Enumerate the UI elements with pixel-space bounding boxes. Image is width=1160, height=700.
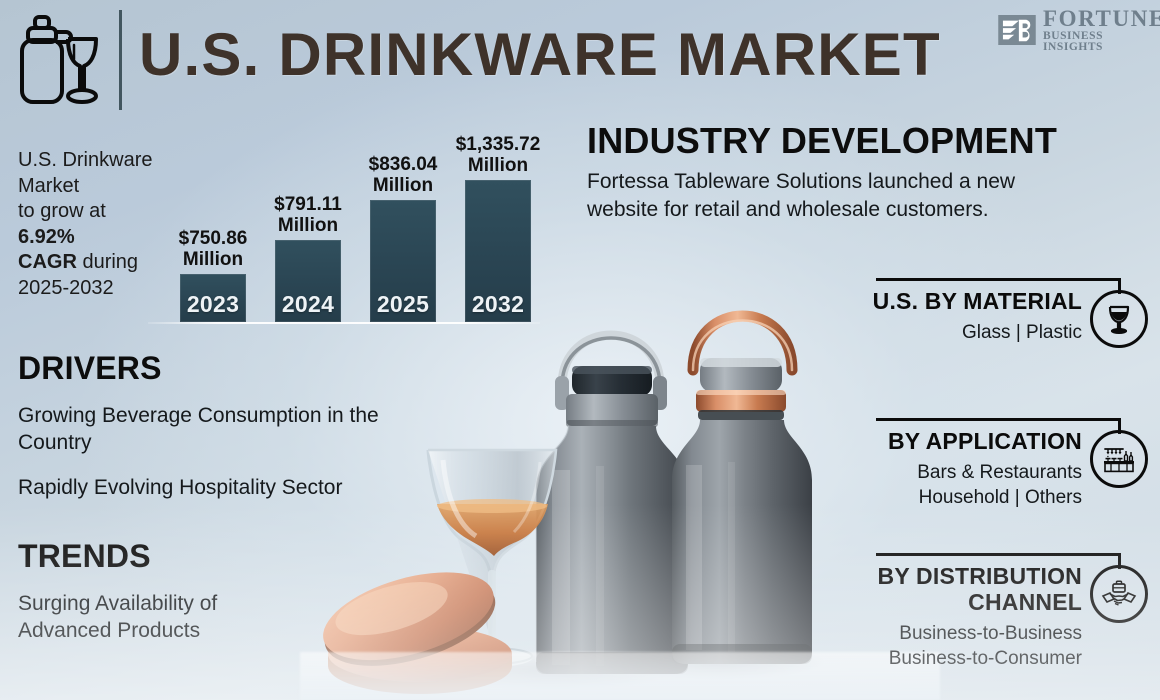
logo-name: FORTUNE xyxy=(1043,5,1160,31)
segment-title-line2: CHANNEL xyxy=(968,589,1082,615)
segment-subtitle-line2: Household | Others xyxy=(918,487,1082,508)
market-size-bar-chart: U.S. Drinkware Market to grow at 6.92% C… xyxy=(0,120,560,335)
segment-title: BY APPLICATION xyxy=(887,428,1082,454)
drivers-heading: DRIVERS xyxy=(18,350,162,386)
fortune-business-insights-logo: FORTUNE BUSINESS INSIGHTS xyxy=(998,7,1160,53)
segment-drop-rule xyxy=(1118,278,1121,294)
segment-subtitle-line2: Business-to-Consumer xyxy=(888,648,1082,669)
trends-heading: TRENDS xyxy=(18,538,151,574)
segment-drop-rule xyxy=(1118,418,1121,434)
bar-label-2032: 2032 xyxy=(471,291,525,317)
steel-bottle-right xyxy=(672,310,812,664)
cagr-line3: to grow at xyxy=(18,200,106,222)
industry-development-body: Fortessa Tableware Solutions launched a … xyxy=(587,170,1016,221)
segment-subtitle-line1: Bars & Restaurants xyxy=(917,462,1082,483)
segment-top-rule xyxy=(876,418,1121,421)
chart-bar-2023: $750.86 Million 2023 xyxy=(179,228,247,322)
bar-counter-icon xyxy=(1104,448,1134,473)
segment-title-line1: BY DISTRIBUTION xyxy=(877,563,1082,589)
product-photo xyxy=(300,270,860,700)
bar-value-2024: $791.11 Million xyxy=(274,194,342,236)
drinkware-product-illustration xyxy=(323,310,825,694)
header-divider xyxy=(119,10,122,110)
segment-title: U.S. BY MATERIAL xyxy=(872,288,1082,314)
bar-value-2032: $1,335.72 Million xyxy=(455,134,541,176)
steel-bottle-left xyxy=(535,330,688,674)
drivers-item-2: Rapidly Evolving Hospitality Sector xyxy=(18,476,343,499)
page-title: U.S. DRINKWARE MARKET xyxy=(139,21,941,88)
segment-icon-circle xyxy=(1090,565,1148,623)
chart-bar-2032: $1,335.72 Million 2032 xyxy=(456,134,540,322)
cagr-line2: Market xyxy=(18,174,80,197)
segment-top-rule xyxy=(876,553,1121,556)
cagr-during: during xyxy=(76,251,139,273)
chart-baseline xyxy=(148,322,540,324)
segment-drop-rule xyxy=(1118,553,1121,569)
bar-label-2024: 2024 xyxy=(281,291,335,317)
cagr-callout: U.S. Drinkware Market to grow at 6.92% C… xyxy=(18,148,178,301)
cagr-period: 2025-2032 xyxy=(18,276,114,299)
cagr-metric: CAGR xyxy=(18,251,77,273)
fb-monogram-icon xyxy=(998,15,1036,45)
wine-glass-icon xyxy=(1108,305,1130,334)
cagr-line1: U.S. Drinkware xyxy=(18,149,153,171)
industry-development-heading: INDUSTRY DEVELOPMENT xyxy=(587,120,1058,161)
chart-bar-2024: $791.11 Million 2024 xyxy=(274,194,342,322)
bar-value-2025: $836.04 Million xyxy=(368,154,438,196)
chart-plot-area: $750.86 Million 2023 $791.11 Million 2024 … xyxy=(148,120,548,330)
segment-title: BY DISTRIBUTION CHANNEL xyxy=(868,563,1082,615)
handshake-briefcase-icon xyxy=(1101,580,1137,606)
header: U.S. DRINKWARE MARKET FORTUNE BUSINESS I… xyxy=(0,0,1160,118)
segment-icon-circle xyxy=(1090,430,1148,488)
segment-subtitle: Glass | Plastic xyxy=(961,322,1082,343)
cagr-rate: 6.92% xyxy=(18,225,75,248)
segment-icon-circle xyxy=(1090,290,1148,348)
bottle-and-goblet-icon xyxy=(20,15,98,104)
table-surface xyxy=(300,652,940,700)
logo-tagline: BUSINESS INSIGHTS xyxy=(1043,29,1104,53)
segment-top-rule xyxy=(876,278,1121,281)
chart-bar-2025: $836.04 Million 2025 xyxy=(369,154,437,322)
bar-label-2025: 2025 xyxy=(376,291,430,317)
bar-label-2023: 2023 xyxy=(186,291,240,317)
bar-value-2023: $750.86 Million xyxy=(178,228,248,270)
trends-item-1: Surging Availability of Advanced Product… xyxy=(18,592,218,642)
segment-subtitle-line1: Business-to-Business xyxy=(899,623,1082,644)
drivers-item-1: Growing Beverage Consumption in the Coun… xyxy=(18,404,379,454)
